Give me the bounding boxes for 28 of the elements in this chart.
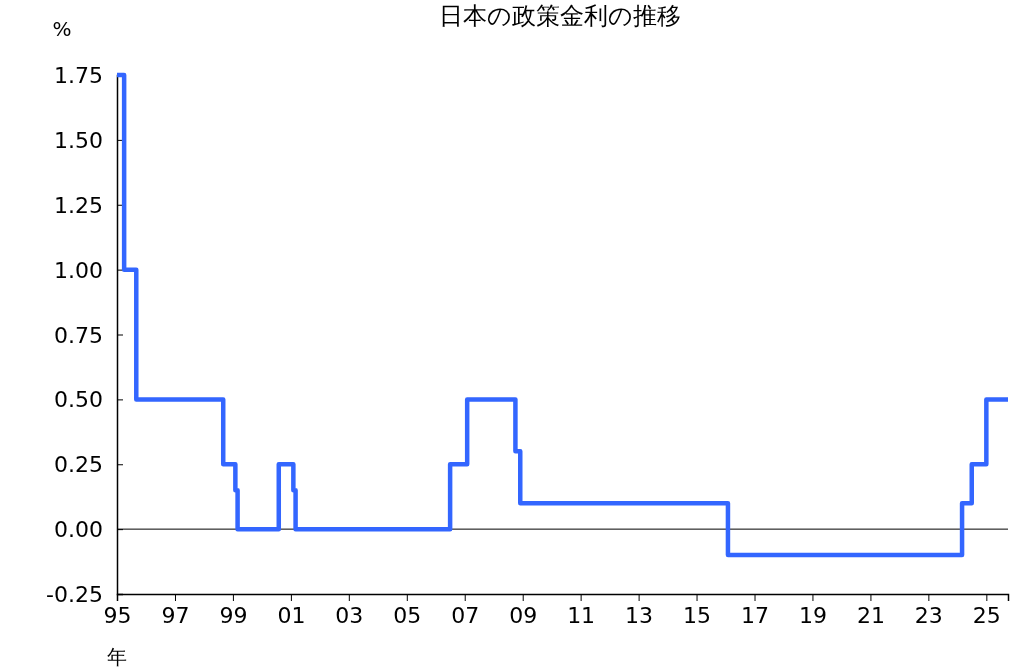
y-tick-label: 1.75 [54,63,103,88]
x-tick-label: 21 [856,602,885,628]
x-tick-label: 23 [914,602,943,628]
y-tick-label: 0.75 [54,322,103,348]
x-tick-label: 13 [625,602,654,628]
x-tick-label: 09 [509,602,538,628]
x-tick-label: 11 [567,602,596,628]
y-axis-title: % [52,17,72,41]
y-tick-label: 0.50 [54,387,103,413]
x-tick-label: 19 [798,602,827,628]
x-tick-label: 97 [161,602,190,628]
y-tick-label: 1.50 [54,127,103,153]
y-tick-label: -0.25 [46,582,103,607]
chart-title: 日本の政策金利の推移 [439,2,681,30]
y-tick-label: 1.00 [54,257,103,283]
x-tick-label: 99 [219,602,248,628]
y-tick-label: 0.25 [54,452,103,478]
y-tick-label: 1.25 [54,192,103,218]
x-tick-label: 03 [335,602,364,628]
x-tick-label: 07 [451,602,480,628]
x-tick-label: 01 [277,602,306,628]
x-tick-label: 25 [972,602,1001,628]
x-tick-label: 05 [393,602,422,628]
x-tick-label: 17 [741,602,770,628]
x-tick-label: 15 [683,602,712,628]
x-axis-title: 年 [107,645,127,669]
x-tick-label: 95 [103,602,132,628]
y-tick-label: 0.00 [54,517,103,543]
